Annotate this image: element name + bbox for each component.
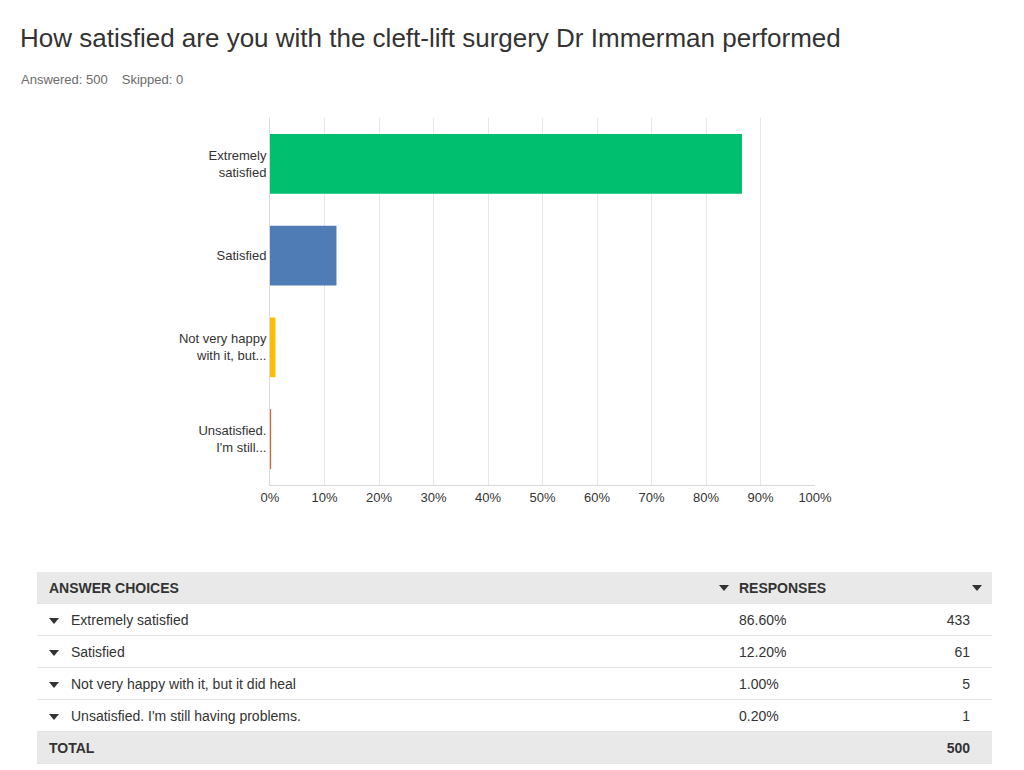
svg-text:10%: 10% (311, 490, 337, 505)
svg-text:30%: 30% (420, 490, 446, 505)
html-text:ANSWER CHOICES: ANSWER CHOICES (49, 579, 179, 596)
html-text:Unsatisfied. I'm still having: Unsatisfied. I'm still having problems. (71, 707, 301, 724)
svg-text:80%: 80% (693, 490, 719, 505)
html-text:Extremely satisfied: Extremely satisfied (71, 611, 189, 628)
html-text:12.20%: 12.20% (739, 643, 787, 660)
html-text:500: 500 (946, 739, 970, 756)
svg-text:90%: 90% (747, 490, 773, 505)
html-text:Skipped: 0: Skipped: 0 (121, 72, 184, 87)
html-text:RESPONSES: RESPONSES (739, 579, 827, 596)
html-text:1.00%: 1.00% (739, 675, 779, 692)
html-text:86.60%: 86.60% (739, 611, 787, 628)
svg-text:Satisfied: Satisfied (217, 248, 267, 263)
html-text:Satisfied: Satisfied (71, 643, 125, 660)
html-text:433: 433 (946, 611, 970, 628)
html-text:Not very happy with it, but it: Not very happy with it, but it did heal (71, 675, 296, 692)
svg-text:60%: 60% (584, 490, 610, 505)
html-text:0.20%: 0.20% (739, 707, 779, 724)
html-text:Answered: 500: Answered: 500 (21, 72, 108, 87)
html-text:61: 61 (954, 643, 970, 660)
svg-text:100%: 100% (798, 490, 832, 505)
svg-text:40%: 40% (475, 490, 501, 505)
svg-text:50%: 50% (529, 490, 555, 505)
svg-text:20%: 20% (366, 490, 392, 505)
html-text:TOTAL: TOTAL (49, 739, 95, 756)
svg-text:How satisfied are you with the: How satisfied are you with the cleft-lif… (20, 23, 841, 53)
svg-text:Unsatisfied.I'm still...: Unsatisfied.I'm still... (198, 423, 266, 455)
html-text:5: 5 (962, 675, 970, 692)
svg-text:Extremelysatisfied: Extremelysatisfied (209, 148, 267, 180)
html-text:1: 1 (962, 707, 970, 724)
svg-text:Not very happywith it, but...: Not very happywith it, but... (179, 331, 267, 363)
svg-text:0%: 0% (261, 490, 280, 505)
svg-text:70%: 70% (638, 490, 664, 505)
